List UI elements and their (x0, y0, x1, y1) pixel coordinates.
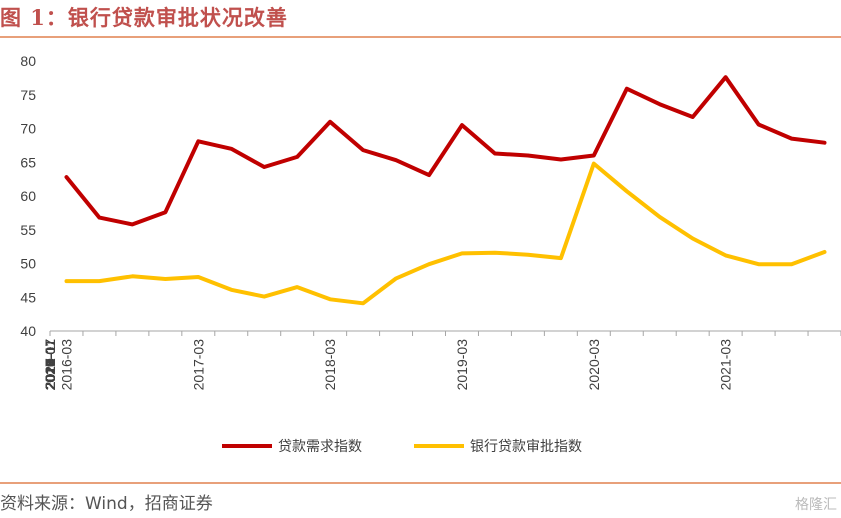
series-layer (64, 75, 827, 306)
legend-label-1: 银行贷款审批指数 (470, 439, 582, 455)
line-chart: 40 45 50 55 60 65 70 75 80 2016-032016-072016-11… (20, 53, 841, 455)
series-line-0 (64, 75, 827, 227)
legend: 贷款需求指数 银行贷款审批指数 (222, 439, 582, 455)
y-tick-label: 80 (20, 53, 36, 69)
y-tick-label: 75 (20, 87, 36, 103)
source-note: 资料来源：Wind，招商证券 (0, 494, 213, 514)
y-tick-label: 40 (20, 323, 36, 339)
figure-title: 图 1：银行贷款审批状况改善 (0, 5, 288, 30)
watermark-text: 格隆汇 (795, 497, 837, 513)
x-tick-label: 2016-07 (42, 339, 58, 391)
x-tick-label: 2017-03 (190, 339, 206, 391)
y-axis: 40 45 50 55 60 65 70 75 80 (20, 53, 36, 339)
x-tick-label: 2018-07 (42, 339, 58, 391)
x-tick-label: 2018-11 (42, 339, 58, 390)
x-tick-label: 2017-07 (42, 339, 58, 391)
y-tick-label: 70 (20, 121, 36, 137)
x-tick-label: 2019-07 (42, 339, 58, 391)
x-tick-label: 2020-07 (42, 339, 58, 391)
x-tick-label: 2018-03 (322, 339, 338, 391)
x-tick-label: 2021-07 (42, 339, 58, 391)
x-tick-label: 2020-03 (586, 339, 602, 391)
x-tick-label: 2021-03 (718, 339, 734, 391)
x-tick-label: 2020-11 (42, 339, 58, 390)
y-tick-label: 55 (20, 222, 36, 238)
y-tick-label: 45 (20, 289, 36, 305)
top-divider (0, 36, 841, 38)
y-tick-label: 65 (20, 154, 36, 170)
x-tick-label: 2016-11 (42, 339, 58, 390)
x-tick-label: 2021-11 (42, 339, 58, 390)
x-tick-label: 2016-03 (58, 339, 74, 391)
x-tick-label: 2019-11 (42, 339, 58, 390)
y-tick-label: 60 (20, 188, 36, 204)
series-line-1 (64, 161, 827, 306)
y-tick-label: 50 (20, 256, 36, 272)
legend-label-0: 贷款需求指数 (278, 439, 362, 455)
bottom-divider (0, 482, 841, 484)
x-tick-label: 2017-11 (42, 339, 58, 390)
x-tick-label: 2019-03 (454, 339, 470, 391)
